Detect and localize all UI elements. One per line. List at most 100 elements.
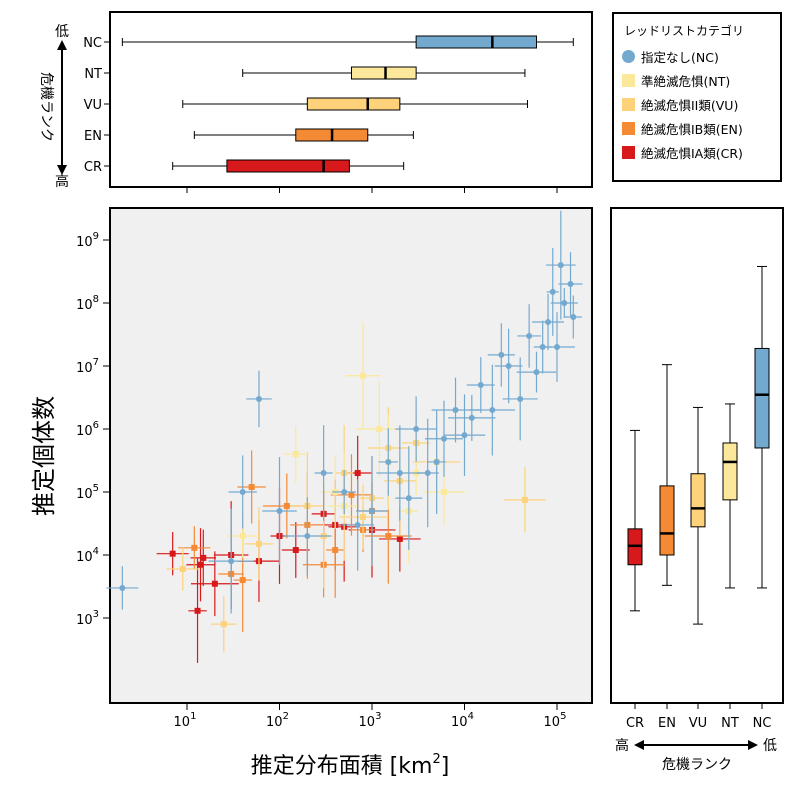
x-tick-label: 101: [174, 711, 197, 730]
nc-point: [468, 414, 475, 421]
nc-point: [505, 363, 512, 369]
vu-point: [360, 514, 367, 521]
top-box-nc: [415, 35, 537, 49]
nc-point: [320, 470, 327, 477]
nc-point: [354, 521, 361, 528]
scatter-x-axis-label: 推定分布面積 [km2]: [251, 752, 450, 779]
vu-point: [179, 565, 186, 572]
nc-point: [405, 495, 412, 502]
top-box-nt: [350, 66, 417, 80]
nc-point: [440, 435, 447, 442]
nc-point: [498, 351, 505, 358]
legend-item-vu: 絶滅危惧II類(VU): [622, 92, 772, 116]
nc-point: [424, 470, 431, 477]
en-point: [239, 577, 246, 584]
legend-swatch-vu: [622, 97, 635, 111]
top-rank-low-label: 低: [55, 24, 69, 40]
y-tick-label: 104: [76, 546, 99, 565]
right-box-vu: [690, 473, 706, 528]
cr-point: [211, 580, 218, 587]
right-category-label-en: EN: [658, 716, 676, 731]
bottom-rank-axis-label: 危機ランク: [662, 757, 732, 773]
x-tick-label: 105: [544, 711, 567, 730]
top-box-cr: [226, 159, 350, 173]
y-tick-label: 105: [76, 483, 99, 502]
bottom-rank-arrowhead-left: [634, 740, 644, 750]
y-tick-label: 109: [76, 231, 99, 250]
nt-point: [239, 533, 246, 540]
nc-point: [554, 344, 560, 351]
bottom-rank-low-label: 低: [763, 738, 777, 754]
nc-point: [369, 507, 375, 514]
nc-point: [489, 407, 496, 414]
nc-point: [533, 369, 540, 376]
nc-point: [570, 313, 577, 320]
legend-swatch-nt: [622, 73, 635, 87]
vu-point: [255, 540, 262, 547]
y-tick-label: 108: [76, 294, 99, 313]
nc-point: [304, 533, 311, 540]
top-category-label-nc: NC: [83, 36, 102, 51]
cr-point: [354, 470, 361, 477]
right-box-en: [659, 485, 675, 556]
top-category-label-en: EN: [84, 129, 102, 144]
nc-point: [557, 262, 564, 269]
right-category-label-vu: VU: [689, 716, 707, 731]
cr-point: [292, 547, 299, 554]
cr-point: [396, 535, 403, 542]
en-point: [332, 547, 339, 554]
top-rank-axis-label: 危機ランク: [38, 72, 54, 142]
en-point: [248, 484, 255, 491]
scatter-y-ticks: 103 104 105 106 107 108 109: [76, 231, 618, 628]
legend-swatch-cr: [622, 145, 635, 159]
vu-point: [521, 496, 528, 503]
en-point: [348, 491, 355, 498]
right-category-label-cr: CR: [626, 716, 644, 731]
nc-point: [561, 300, 568, 306]
legend: レッドリストカテゴリ 指定なし(NC) 準絶滅危惧(NT) 絶滅危惧II類(VU…: [612, 12, 782, 182]
bottom-rank-high-label: 高: [615, 737, 629, 754]
legend-label-nt: 準絶滅危惧(NT): [641, 73, 731, 89]
x-tick-label: 102: [266, 711, 289, 730]
right-box-group: [627, 265, 770, 625]
scatter-x-ticks: 101 102 103 104 105: [174, 703, 567, 730]
y-tick-label: 106: [76, 420, 99, 439]
legend-swatch-nc: [622, 49, 635, 63]
nc-point: [452, 407, 459, 414]
right-category-label-nt: NT: [721, 716, 739, 731]
right-box-nc: [754, 347, 770, 449]
nc-point: [545, 318, 552, 325]
scatter-y-axis-label: 推定個体数: [30, 396, 58, 516]
legend-swatch-en: [622, 121, 635, 135]
nt-point: [376, 426, 383, 432]
right-box-panel: [610, 207, 784, 704]
nc-point: [526, 332, 533, 339]
nt-point: [360, 372, 367, 379]
legend-label-vu: 絶滅危惧II類(VU): [641, 97, 739, 113]
nc-point: [413, 426, 420, 432]
nc-point: [549, 288, 556, 295]
nc-point: [119, 584, 126, 591]
vu-point: [220, 621, 227, 628]
right-category-label-nc: NC: [753, 716, 772, 731]
legend-item-en: 絶滅危惧IB類(EN): [622, 116, 772, 140]
cr-point: [194, 607, 201, 614]
x-tick-label: 104: [451, 711, 474, 730]
legend-label-cr: 絶滅危惧IA類(CR): [641, 145, 743, 161]
right-box-nt: [722, 442, 738, 501]
nc-point: [239, 489, 246, 495]
right-category-labels: CR EN VU NT NC: [626, 703, 771, 731]
en-point: [385, 533, 392, 540]
nc-point: [396, 470, 403, 477]
top-category-label-vu: VU: [84, 98, 102, 113]
en-point: [191, 544, 198, 551]
nc-point: [539, 344, 546, 351]
cr-point: [200, 554, 207, 561]
legend-label-nc: 指定なし(NC): [641, 49, 719, 65]
top-rank-arrowhead-down: [57, 165, 67, 175]
top-rank-arrowhead-up: [57, 40, 67, 50]
top-box-group: [121, 35, 574, 173]
cr-point: [169, 550, 176, 557]
nt-point: [440, 489, 447, 495]
